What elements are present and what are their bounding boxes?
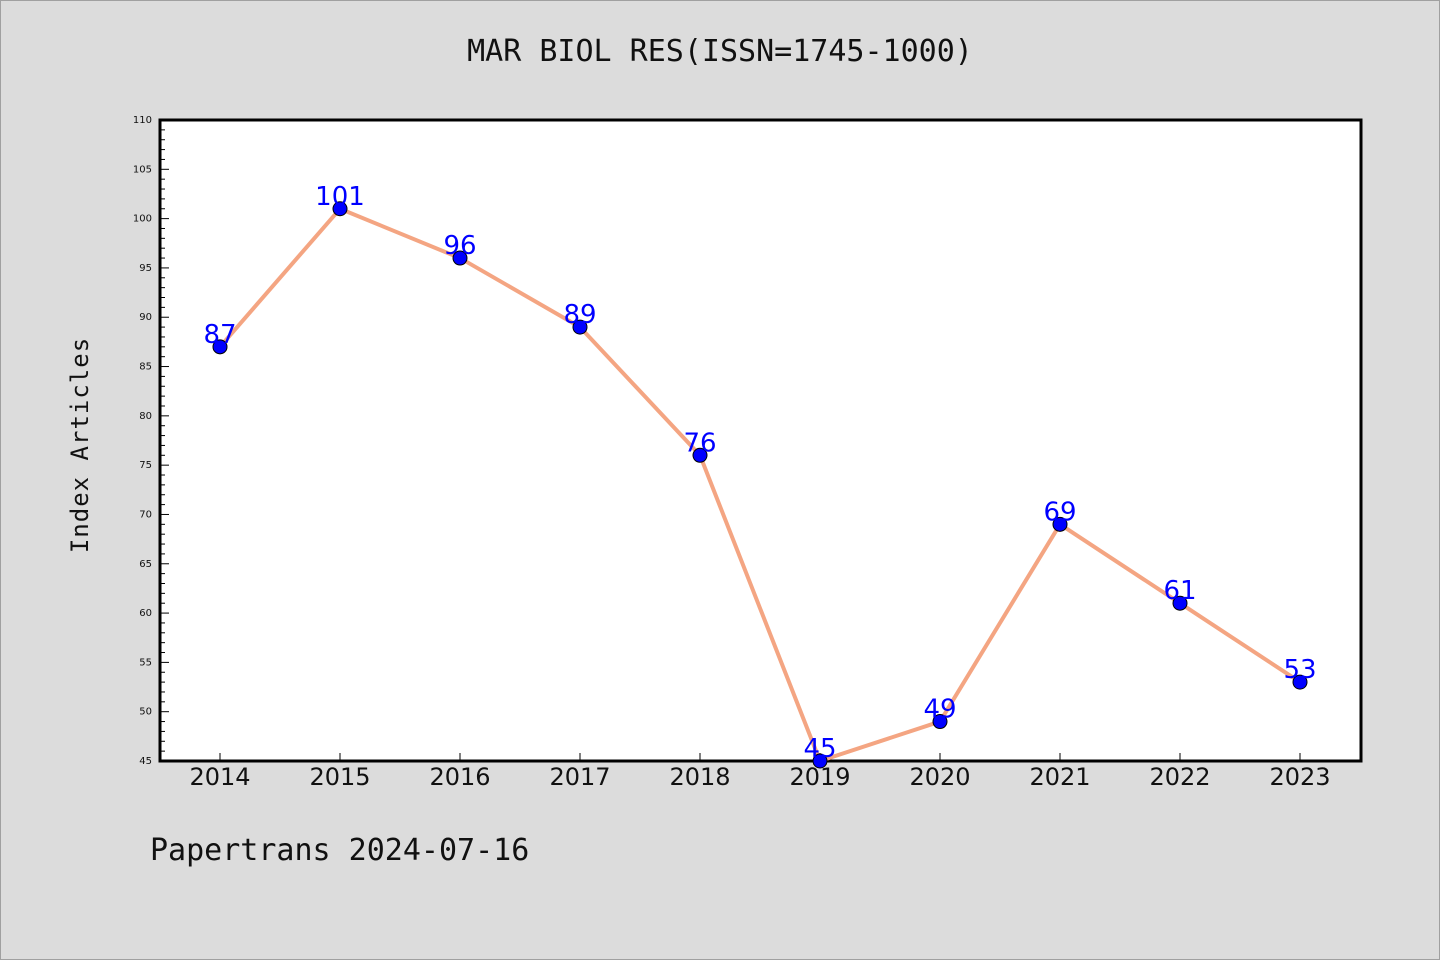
y-tick-label: 55 [139, 657, 152, 668]
y-tick-label: 85 [139, 362, 152, 373]
x-tick-label: 2018 [669, 763, 730, 791]
data-point [212, 339, 228, 355]
x-tick-label: 2015 [309, 763, 370, 791]
x-tick-label: 2023 [1269, 763, 1330, 791]
data-label: 101 [315, 182, 365, 212]
x-tick-label: 2022 [1149, 763, 1210, 791]
x-tick-label: 2021 [1029, 763, 1090, 791]
data-point [812, 753, 828, 769]
data-label: 49 [923, 695, 956, 725]
data-label: 96 [443, 231, 476, 261]
data-label: 89 [563, 300, 596, 330]
footer-credit: Papertrans 2024-07-16 [150, 833, 530, 868]
y-tick-label: 110 [133, 115, 152, 126]
y-tick-label: 70 [139, 509, 152, 520]
data-label: 61 [1163, 576, 1196, 606]
data-point [1292, 674, 1308, 690]
series-line [218, 206, 1302, 763]
plot-area [158, 118, 1363, 763]
y-tick-label: 90 [139, 312, 152, 323]
data-point [1052, 516, 1068, 532]
x-tick-label: 2017 [549, 763, 610, 791]
data-label: 45 [803, 734, 836, 764]
data-label: 53 [1283, 655, 1316, 685]
y-tick-label: 50 [139, 707, 152, 718]
y-tick-label: 65 [139, 559, 152, 570]
y-tick-label: 80 [139, 411, 152, 422]
y-tick-label: 45 [139, 756, 152, 767]
x-tick-label: 2020 [909, 763, 970, 791]
x-tick-label: 2014 [189, 763, 250, 791]
data-point [332, 201, 348, 217]
data-point [1172, 595, 1188, 611]
x-tick-label: 2016 [429, 763, 490, 791]
y-tick-label: 75 [139, 460, 152, 471]
data-label: 69 [1043, 497, 1076, 527]
data-label: 87 [203, 320, 236, 350]
data-label: 76 [683, 428, 716, 458]
chart-title: MAR BIOL RES(ISSN=1745-1000) [467, 34, 973, 69]
data-point [572, 319, 588, 335]
y-tick-label: 100 [133, 214, 152, 225]
y-tick-label: 95 [139, 263, 152, 274]
data-point [692, 447, 708, 463]
y-tick-label: 60 [139, 608, 152, 619]
y-tick-label: 105 [133, 164, 152, 175]
data-point [452, 250, 468, 266]
data-point [932, 714, 948, 730]
